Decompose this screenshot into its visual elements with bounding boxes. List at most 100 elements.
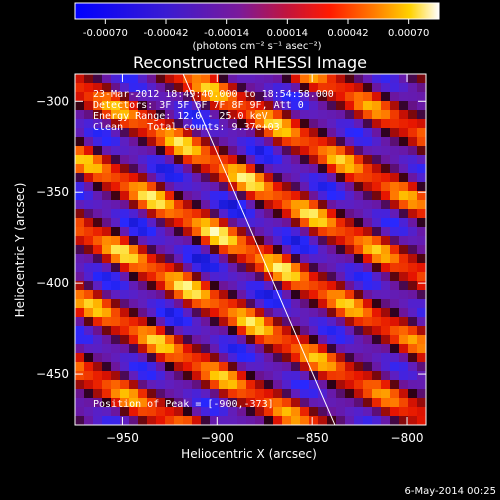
heatmap-cell <box>408 101 418 111</box>
heatmap-cell <box>381 362 391 372</box>
heatmap-cell <box>408 335 418 345</box>
heatmap-cell <box>354 326 364 336</box>
heatmap-cell <box>228 317 238 327</box>
heatmap-cell <box>417 353 426 363</box>
heatmap-cell <box>201 173 211 183</box>
heatmap-cell <box>102 389 112 399</box>
heatmap-cell <box>318 254 328 264</box>
heatmap-cell <box>147 389 157 399</box>
heatmap-cell <box>165 344 175 354</box>
heatmap-cell <box>291 353 301 363</box>
heatmap-cell <box>363 407 373 417</box>
heatmap-cell <box>255 353 265 363</box>
heatmap-cell <box>327 362 337 372</box>
heatmap-cell <box>309 398 319 408</box>
heatmap-cell <box>246 398 256 408</box>
heatmap-cell <box>75 398 85 408</box>
heatmap-cell <box>345 335 355 345</box>
heatmap-cell <box>75 101 85 111</box>
heatmap-cell <box>372 299 382 309</box>
heatmap-cell <box>300 389 310 399</box>
heatmap-cell <box>291 236 301 246</box>
heatmap-cell <box>120 218 130 228</box>
heatmap-cell <box>111 173 121 183</box>
heatmap-cell <box>417 128 426 138</box>
heatmap-cell <box>147 182 157 192</box>
heatmap-cell <box>201 308 211 318</box>
heatmap-cell <box>237 218 247 228</box>
heatmap-cell <box>192 137 202 147</box>
heatmap-cell <box>309 317 319 327</box>
heatmap-cell <box>192 236 202 246</box>
heatmap-cell <box>399 290 409 300</box>
heatmap-cell <box>129 74 139 84</box>
heatmap-cell <box>111 137 121 147</box>
heatmap-cell <box>75 254 85 264</box>
heatmap-cell <box>327 119 337 129</box>
heatmap-cell <box>210 380 220 390</box>
heatmap-cell <box>129 254 139 264</box>
heatmap-cell <box>138 173 148 183</box>
heatmap-cell <box>129 200 139 210</box>
heatmap-cell <box>246 389 256 399</box>
heatmap-cell <box>336 209 346 219</box>
heatmap-cell <box>381 326 391 336</box>
heatmap-cell <box>345 137 355 147</box>
heatmap-cell <box>291 182 301 192</box>
heatmap-cell <box>111 416 121 425</box>
heatmap-cell <box>93 83 103 93</box>
heatmap-cell <box>327 353 337 363</box>
heatmap-cell <box>201 227 211 237</box>
heatmap-cell <box>210 416 220 425</box>
heatmap-cell <box>174 398 184 408</box>
heatmap-cell <box>381 128 391 138</box>
heatmap-cell <box>219 326 229 336</box>
heatmap-cell <box>354 209 364 219</box>
heatmap-cell <box>363 137 373 147</box>
heatmap-cell <box>165 110 175 120</box>
heatmap-cell <box>381 353 391 363</box>
heatmap-cell <box>255 155 265 165</box>
heatmap-cell <box>408 272 418 282</box>
heatmap-cell <box>399 245 409 255</box>
heatmap-cell <box>363 317 373 327</box>
heatmap-cell <box>336 200 346 210</box>
heatmap-cell <box>147 380 157 390</box>
heatmap-cell <box>390 74 400 84</box>
heatmap-cell <box>93 155 103 165</box>
heatmap-cell <box>363 308 373 318</box>
heatmap-cell <box>174 344 184 354</box>
heatmap-cell <box>273 416 283 425</box>
heatmap-cell <box>111 83 121 93</box>
heatmap-cell <box>300 398 310 408</box>
colorbar: -0.00070 -0.00042 -0.00014 0.00014 0.00042 0.… <box>74 2 440 52</box>
heatmap-cell <box>120 344 130 354</box>
heatmap-cell <box>147 362 157 372</box>
heatmap-cell <box>201 353 211 363</box>
heatmap-cell <box>228 281 238 291</box>
colorbar-units: (photons cm⁻² s⁻¹ asec⁻²) <box>192 41 321 52</box>
heatmap-cell <box>363 254 373 264</box>
heatmap-cell <box>228 200 238 210</box>
heatmap-cell <box>408 326 418 336</box>
heatmap-cell <box>264 326 274 336</box>
heatmap-cell <box>246 353 256 363</box>
heatmap-cell <box>228 164 238 174</box>
heatmap-cell <box>300 353 310 363</box>
heatmap-cell <box>120 110 130 120</box>
heatmap-cell <box>138 371 148 381</box>
heatmap-cell <box>102 137 112 147</box>
heatmap-cell <box>129 272 139 282</box>
heatmap-cell <box>192 398 202 408</box>
heatmap-cell <box>165 218 175 228</box>
heatmap-cell <box>237 227 247 237</box>
heatmap-cell <box>390 164 400 174</box>
heatmap-cell <box>309 407 319 417</box>
heatmap-cell <box>363 74 373 84</box>
heatmap-cell <box>75 236 85 246</box>
heatmap-cell <box>345 254 355 264</box>
heatmap-cell <box>183 173 193 183</box>
heatmap-cell <box>282 344 292 354</box>
heatmap-cell <box>264 290 274 300</box>
heatmap-cell <box>156 254 166 264</box>
